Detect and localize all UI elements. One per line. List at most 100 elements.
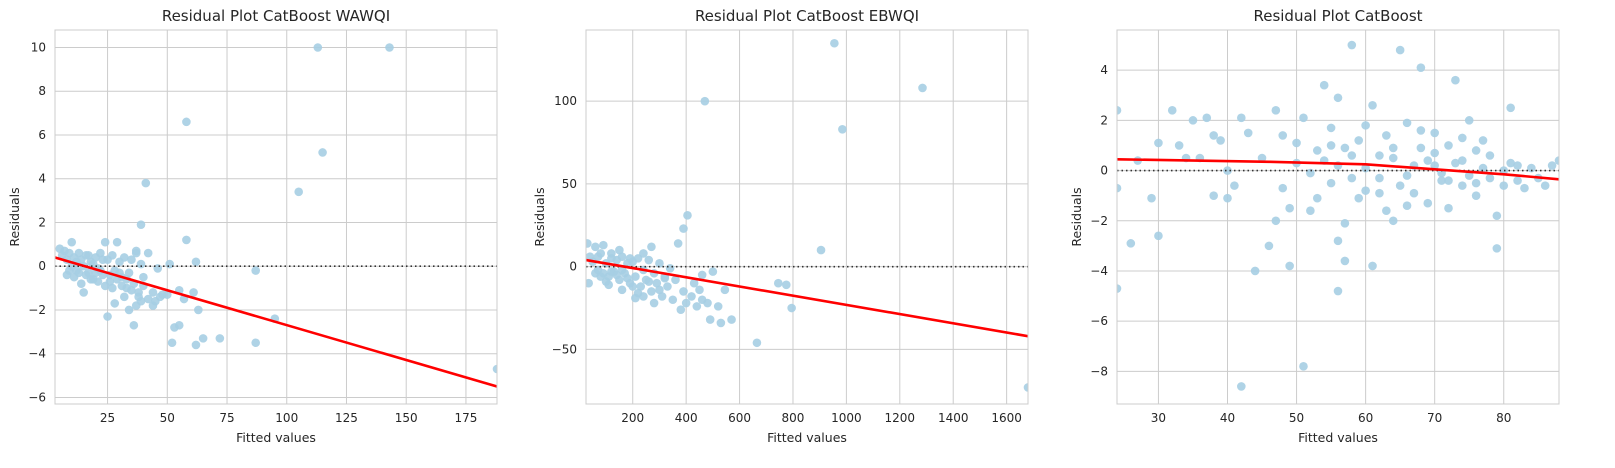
y-axis-label: Residuals: [7, 187, 22, 246]
residual-point: [623, 273, 632, 283]
residual-point: [668, 295, 678, 305]
residual-point: [1202, 113, 1212, 123]
residual-point: [162, 290, 172, 299]
x-tick-label: 50: [1289, 411, 1304, 425]
x-tick-label: 50: [160, 411, 175, 425]
residual-point: [1527, 163, 1536, 173]
residual-point: [1312, 193, 1322, 203]
residual-point: [1499, 166, 1509, 175]
lowess-fit-line: [1117, 158, 1559, 181]
residual-point: [727, 315, 736, 324]
residual-point: [628, 282, 638, 291]
residual-point: [1223, 166, 1232, 175]
residual-point: [1299, 362, 1308, 371]
x-tick-label: 800: [782, 411, 805, 425]
residual-point: [110, 299, 120, 308]
residual-point: [93, 277, 103, 286]
residual-point: [716, 318, 726, 328]
residual-point: [644, 277, 654, 286]
y-tick-label: −2: [28, 303, 46, 317]
residual-point: [1285, 203, 1294, 213]
residual-point: [1554, 156, 1559, 165]
residual-point: [1250, 266, 1260, 276]
x-tick-label: 40: [1220, 411, 1235, 425]
residual-point: [127, 255, 136, 264]
residual-point: [647, 242, 656, 252]
residual-point: [143, 248, 153, 258]
residual-point: [1451, 75, 1460, 85]
residual-point: [1333, 236, 1343, 246]
residual-point: [1126, 239, 1136, 248]
residual-point: [1154, 138, 1163, 148]
residual-point: [655, 259, 664, 268]
residual-point: [1147, 193, 1156, 203]
residual-point: [586, 239, 592, 248]
residual-point: [1340, 218, 1350, 228]
y-axis-label: Residuals: [532, 187, 547, 246]
residual-point: [652, 278, 662, 288]
residual-point: [673, 239, 683, 248]
residual-point: [124, 268, 134, 278]
residual-point: [103, 312, 112, 321]
residual-point: [1458, 156, 1467, 165]
residual-point: [1492, 244, 1502, 253]
x-tick-label: 100: [275, 411, 298, 425]
residual-point: [1023, 383, 1028, 392]
residual-point: [1271, 216, 1281, 226]
residual-point: [1333, 286, 1343, 296]
residual-point: [1375, 151, 1384, 160]
residual-point: [838, 124, 847, 134]
residual-point: [124, 305, 134, 315]
y-tick-label: −2: [1090, 214, 1108, 228]
y-tick-label: 50: [562, 177, 577, 191]
y-tick-label: −50: [552, 342, 577, 356]
residual-point: [617, 252, 627, 262]
residual-point: [720, 285, 730, 295]
chart-panel-2: 200 400 600 800 1000 1200 1400 1600 −50 0 50 100 Res…: [532, 7, 1029, 445]
x-tick-label: 1400: [938, 411, 969, 425]
x-tick-label: 1200: [885, 411, 916, 425]
residual-point: [599, 268, 608, 278]
x-tick-label: 1000: [831, 411, 862, 425]
residual-point: [127, 285, 136, 295]
residual-point: [1458, 181, 1467, 190]
residual-point: [155, 292, 165, 302]
residual-point: [713, 302, 723, 311]
residual-point: [1388, 143, 1398, 153]
residual-point: [1437, 176, 1446, 185]
residual-point: [639, 249, 648, 258]
x-tick-label: 25: [100, 411, 115, 425]
y-tick-label: 0: [569, 260, 577, 274]
residual-point: [67, 237, 77, 247]
residual-point: [98, 255, 108, 264]
residual-point: [1223, 193, 1232, 203]
y-tick-label: 4: [1100, 63, 1108, 77]
residual-point: [1368, 261, 1377, 271]
residual-point: [1347, 173, 1357, 183]
residual-point: [1375, 188, 1384, 198]
residual-point: [136, 259, 146, 269]
residual-point: [631, 293, 640, 303]
x-tick-label: 70: [1427, 411, 1442, 425]
residual-point: [139, 272, 148, 282]
residual-point: [194, 305, 203, 315]
residual-point: [1471, 178, 1481, 188]
residual-point: [599, 240, 608, 250]
residual-point: [676, 305, 686, 314]
residual-point: [385, 43, 394, 52]
residual-point: [1243, 128, 1253, 138]
residual-point: [1117, 106, 1122, 115]
lowess-fit-line: [55, 256, 497, 388]
residual-point: [687, 292, 696, 301]
data-points: [586, 38, 1028, 392]
residual-point: [1292, 138, 1301, 148]
residual-point: [251, 266, 260, 275]
residual-point: [665, 264, 675, 273]
residual-point: [1382, 206, 1391, 216]
residual-point: [663, 282, 672, 291]
y-tick-label: 8: [38, 84, 46, 98]
residual-point: [655, 285, 664, 295]
residual-point: [143, 294, 153, 304]
residual-point: [1154, 231, 1163, 241]
